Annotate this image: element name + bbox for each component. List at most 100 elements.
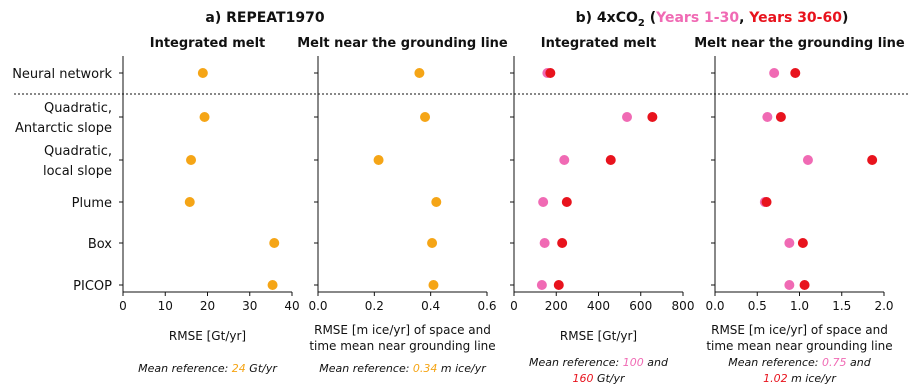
mean-reference: Mean reference: 0.75 and: [728, 356, 871, 369]
data-point: [775, 112, 786, 122]
x-tick-label: 0.5: [748, 299, 767, 313]
data-point: [622, 112, 633, 122]
data-point: [538, 197, 549, 207]
category-label: Antarctic slope: [15, 121, 112, 136]
data-point: [420, 112, 431, 122]
x-axis-label: RMSE [Gt/yr]: [560, 329, 637, 343]
x-axis-label-line: time mean near grounding line: [309, 339, 495, 353]
x-tick-label: 0.4: [421, 299, 440, 313]
data-point: [561, 197, 572, 207]
x-axis-label-line: RMSE [m ice/yr] of space and: [711, 323, 888, 337]
mean-reference-unit: m ice/yr: [788, 372, 838, 385]
x-tick-label: 0.0: [308, 299, 327, 313]
category-label: Quadratic,: [44, 101, 112, 116]
panel-2: Melt near the grounding line 0.0 0.2 0.4 0.6…: [297, 36, 508, 375]
mean-reference-unit: Gt/yr: [246, 362, 279, 375]
data-point: [769, 68, 780, 78]
data-point: [536, 280, 547, 290]
panel-4: Melt near the grounding line 0.0 0.5 1.0 1.5…: [694, 36, 905, 385]
data-point: [557, 238, 568, 248]
panel-3: Integrated melt 0 200 400 600 800 RMSE [Gt/yr]…: [510, 36, 694, 385]
x-tick-label: 0: [119, 299, 127, 313]
figure-headers: a) REPEAT1970 b) 4xCO2 (Years 1-30, Year…: [205, 10, 848, 29]
data-point: [790, 68, 801, 78]
data-point: [267, 280, 278, 290]
mean-reference-value: 24: [232, 362, 246, 375]
x-axis-label-line: RMSE [m ice/yr] of space and: [314, 323, 491, 337]
mean-reference-value: 100: [623, 356, 644, 369]
data-point: [431, 197, 442, 207]
data-point: [539, 238, 550, 248]
data-point: [184, 197, 195, 207]
category-label: PICOP: [73, 279, 112, 294]
data-point: [647, 112, 658, 122]
x-tick-label: 0.0: [705, 299, 724, 313]
panel-title: Integrated melt: [541, 36, 657, 51]
data-point: [802, 155, 813, 165]
x-tick-label: 0: [510, 299, 518, 313]
mean-reference-value: 0.34: [413, 362, 438, 375]
legend-years-1-30: Years 1-30: [655, 10, 739, 26]
data-point: [867, 155, 878, 165]
mean-reference-and: and: [846, 356, 871, 369]
group-b-subscript: 2: [638, 18, 645, 29]
category-label: Neural network: [12, 67, 112, 82]
x-tick-label: 20: [200, 299, 215, 313]
group-a-title: a) REPEAT1970: [205, 10, 324, 26]
data-point: [605, 155, 616, 165]
mean-reference-and: and: [644, 356, 669, 369]
x-tick-label: 1.5: [832, 299, 851, 313]
x-tick-label: 600: [629, 299, 652, 313]
x-tick-label: 1.0: [790, 299, 809, 313]
mean-reference-prefix: Mean reference:: [319, 362, 413, 375]
category-label: Box: [88, 237, 112, 252]
mean-reference-value: 160: [572, 372, 593, 385]
panel-title: Integrated melt: [150, 36, 266, 51]
data-point: [797, 238, 808, 248]
data-point: [761, 197, 772, 207]
mean-reference-unit: Gt/yr: [593, 372, 626, 385]
group-b-comma: ,: [739, 10, 749, 26]
data-point: [784, 238, 795, 248]
data-point: [762, 112, 773, 122]
group-b-open: (: [645, 10, 656, 26]
mean-reference: Mean reference: 24 Gt/yr: [138, 362, 278, 375]
x-axis-label-line: time mean near grounding line: [706, 339, 892, 353]
data-point: [427, 238, 438, 248]
mean-reference-value: 0.75: [822, 356, 847, 369]
mean-reference-prefix: Mean reference:: [529, 356, 623, 369]
data-point: [414, 68, 425, 78]
data-point: [199, 112, 210, 122]
category-label: local slope: [43, 164, 112, 179]
x-tick-label: 30: [242, 299, 257, 313]
mean-reference-value: 1.02: [763, 372, 788, 385]
x-tick-label: 200: [545, 299, 568, 313]
x-tick-label: 400: [587, 299, 610, 313]
category-label: Quadratic,: [44, 144, 112, 159]
group-b-close: ): [842, 10, 848, 26]
x-axis-label: RMSE [Gt/yr]: [169, 329, 246, 343]
mean-reference-prefix: Mean reference:: [728, 356, 822, 369]
data-point: [559, 155, 570, 165]
chart-panels: Integrated melt 0 10 20 30 40 RMSE [Gt/yr] Neur…: [12, 36, 910, 385]
panel-1: Integrated melt 0 10 20 30 40 RMSE [Gt/yr] Neur…: [12, 36, 299, 375]
x-tick-label: 10: [158, 299, 173, 313]
data-point: [373, 155, 384, 165]
data-point: [186, 155, 197, 165]
x-tick-label: 0.6: [477, 299, 496, 313]
mean-reference-line-2: 160 Gt/yr: [572, 372, 626, 385]
x-tick-label: 2.0: [874, 299, 893, 313]
group-b-title: b) 4xCO2 (Years 1-30, Years 30-60): [576, 10, 849, 29]
data-point: [197, 68, 208, 78]
mean-reference-prefix: Mean reference:: [138, 362, 232, 375]
panel-title: Melt near the grounding line: [297, 36, 508, 51]
data-point: [553, 280, 564, 290]
data-point: [784, 280, 795, 290]
data-point: [428, 280, 439, 290]
mean-reference-line-2: 1.02 m ice/yr: [763, 372, 837, 385]
mean-reference: Mean reference: 100 and: [529, 356, 669, 369]
group-b-prefix: b) 4xCO: [576, 10, 638, 26]
x-tick-label: 800: [672, 299, 695, 313]
legend-years-30-60: Years 30-60: [748, 10, 842, 26]
